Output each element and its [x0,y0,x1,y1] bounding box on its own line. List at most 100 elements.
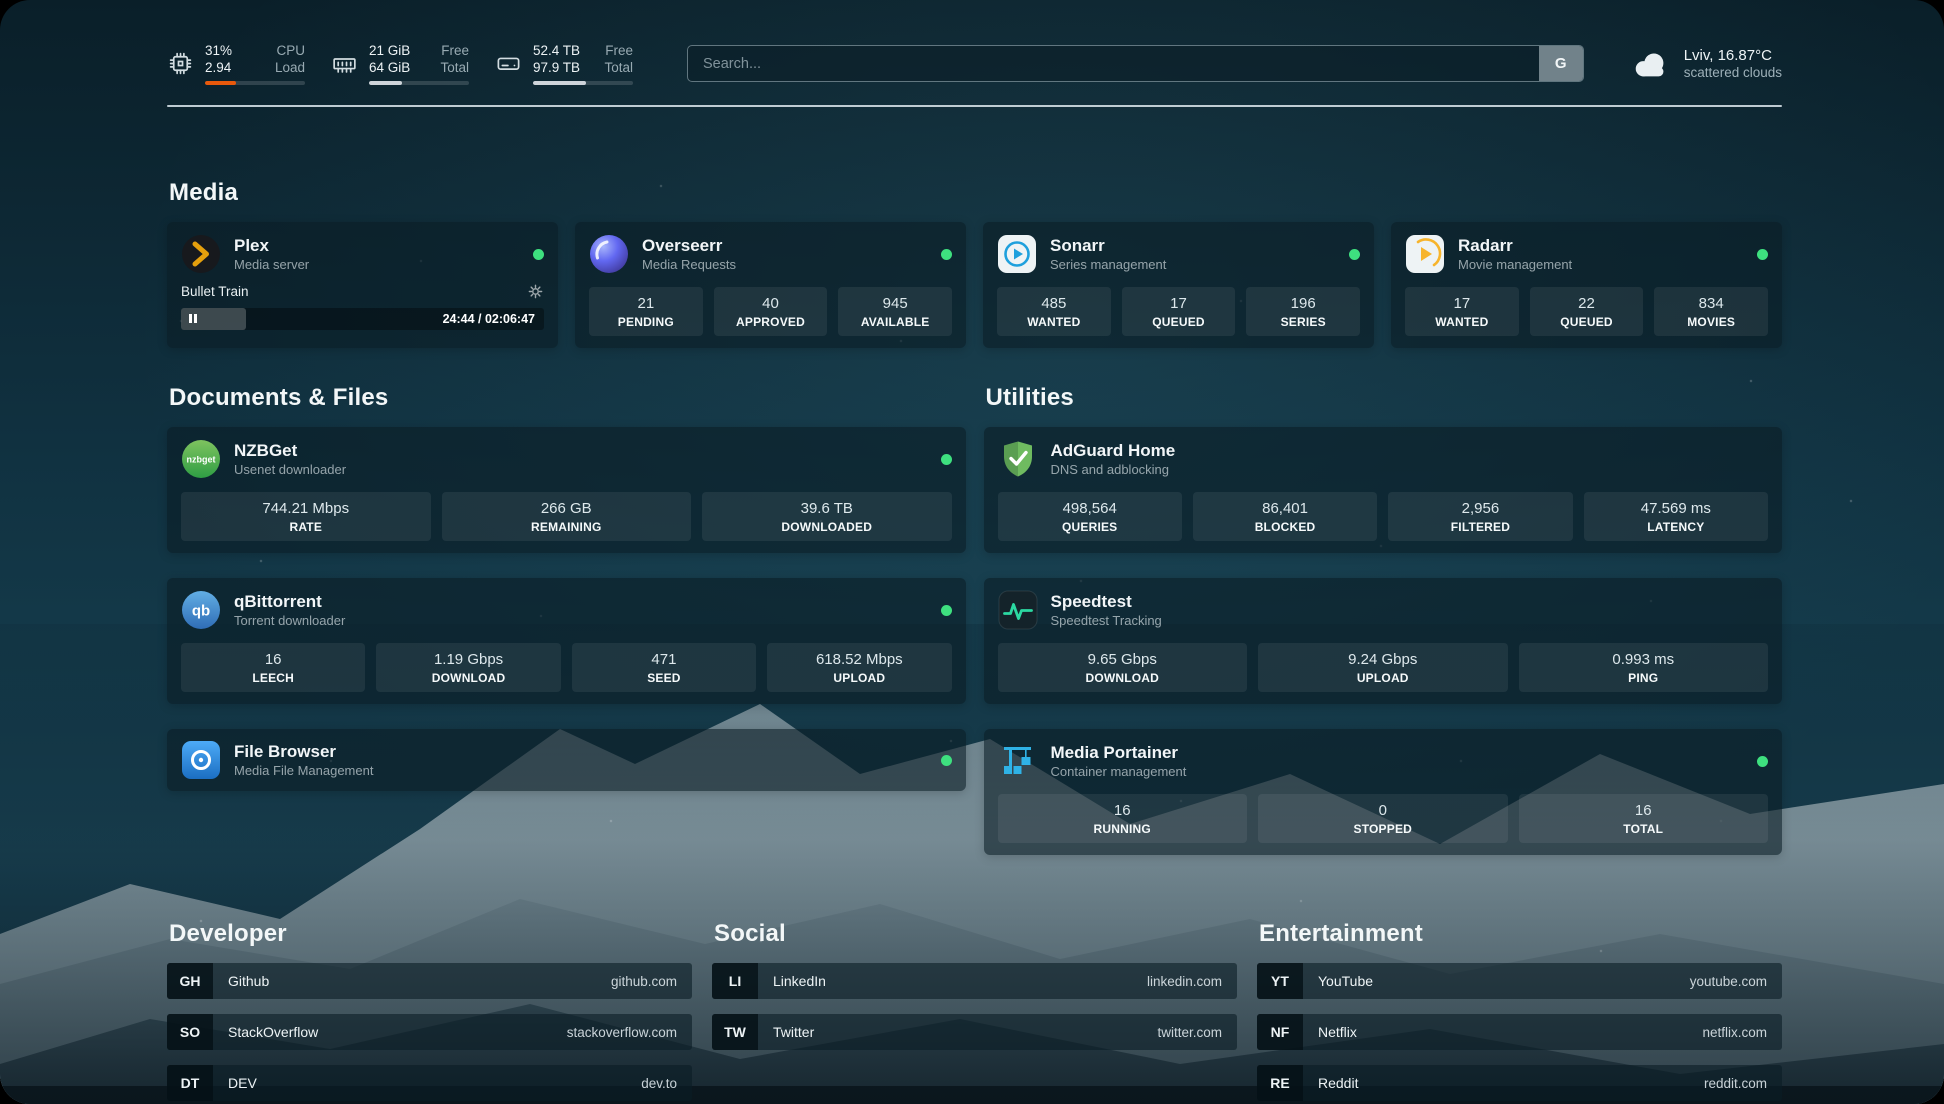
card-subtitle: Media server [234,257,520,273]
bookmark-label: Github [228,973,269,989]
pause-icon [189,310,199,328]
card-title: AdGuard Home [1051,440,1769,461]
adguard-card[interactable]: AdGuard Home DNS and adblocking 498,564Q… [984,427,1783,553]
cpu-label: CPU [276,42,305,59]
social-column: Social LI LinkedIn linkedin.com TW Twitt… [712,920,1237,1104]
memory-total-label: Total [440,59,469,76]
utilities-column: Utilities AdGuard Home DNS and adblockin… [984,384,1783,880]
stat-series: 196SERIES [1246,287,1360,336]
bookmarks-section: Developer GH Github github.com SO StackO… [167,920,1782,1104]
documents-heading: Documents & Files [169,384,966,412]
nzbget-icon: nzbget [181,439,221,479]
card-title: qBittorrent [234,591,928,612]
bookmark-abbr: YT [1257,963,1303,999]
now-playing-title: Bullet Train [181,284,249,299]
bookmark-url: stackoverflow.com [567,1025,677,1040]
radarr-icon [1405,234,1445,274]
plex-card[interactable]: Plex Media server Bullet Train [167,222,558,348]
status-dot [941,249,952,260]
status-dot [533,249,544,260]
bookmark-dev[interactable]: DT DEV dev.to [167,1065,692,1101]
entertainment-column: Entertainment YT YouTube youtube.com NF … [1257,920,1782,1104]
disk-total: 97.9 TB [533,59,580,76]
bookmark-stackoverflow[interactable]: SO StackOverflow stackoverflow.com [167,1014,692,1050]
filebrowser-card[interactable]: File Browser Media File Management [167,729,966,791]
bookmark-abbr: LI [712,963,758,999]
filebrowser-icon [181,740,221,780]
bookmark-github[interactable]: GH Github github.com [167,963,692,999]
search-engine-button[interactable]: G [1539,46,1583,81]
bookmark-abbr: DT [167,1065,213,1101]
qbittorrent-card[interactable]: qb qBittorrent Torrent downloader 16LEEC… [167,578,966,704]
bookmark-abbr: NF [1257,1014,1303,1050]
weather-widget: Lviv, 16.87°C scattered clouds [1630,47,1782,80]
gear-icon[interactable] [527,283,544,300]
bookmark-reddit[interactable]: RE Reddit reddit.com [1257,1065,1782,1101]
stat-rate: 744.21 MbpsRATE [181,492,431,541]
portainer-icon [998,741,1038,781]
card-subtitle: Container management [1051,764,1745,780]
card-title: File Browser [234,741,928,762]
card-title: Plex [234,235,520,256]
card-subtitle: Media File Management [234,763,928,779]
cpu-usage-bar [205,81,305,85]
developer-column: Developer GH Github github.com SO StackO… [167,920,692,1104]
overseerr-icon [589,234,629,274]
stat-pending: 21PENDING [589,287,703,336]
stat-latency: 47.569 msLATENCY [1584,492,1768,541]
stat-leech: 16LEECH [181,643,365,692]
cpu-stat: 31%CPU 2.94Load [167,42,305,85]
stat-download: 9.65 GbpsDOWNLOAD [998,643,1248,692]
playback-time: 24:44 / 02:06:47 [443,308,535,330]
bookmark-twitter[interactable]: TW Twitter twitter.com [712,1014,1237,1050]
bookmark-url: reddit.com [1704,1076,1767,1091]
bookmark-label: Twitter [773,1024,814,1040]
memory-free: 21 GiB [369,42,410,59]
sonarr-card[interactable]: Sonarr Series management 485WANTED 17QUE… [983,222,1374,348]
card-subtitle: Movie management [1458,257,1744,273]
bookmark-netflix[interactable]: NF Netflix netflix.com [1257,1014,1782,1050]
stat-ping: 0.993 msPING [1519,643,1769,692]
portainer-card[interactable]: Media Portainer Container management 16R… [984,729,1783,855]
search-input[interactable] [688,46,1539,81]
speedtest-card[interactable]: Speedtest Speedtest Tracking 9.65 GbpsDO… [984,578,1783,704]
disk-usage-bar [533,81,633,85]
radarr-card[interactable]: Radarr Movie management 17WANTED 22QUEUE… [1391,222,1782,348]
qbittorrent-icon: qb [181,590,221,630]
bookmark-label: Reddit [1318,1075,1358,1091]
card-title: NZBGet [234,440,928,461]
stat-movies: 834MOVIES [1654,287,1768,336]
bookmark-url: github.com [611,974,677,989]
memory-usage-bar [369,81,469,85]
ram-icon [331,50,358,77]
stat-blocked: 86,401BLOCKED [1193,492,1377,541]
stat-filtered: 2,956FILTERED [1388,492,1572,541]
svg-text:nzbget: nzbget [187,455,216,465]
memory-free-label: Free [441,42,469,59]
nzbget-card[interactable]: nzbget NZBGet Usenet downloader 744.21 M… [167,427,966,553]
bookmark-label: LinkedIn [773,973,826,989]
stat-wanted: 485WANTED [997,287,1111,336]
card-title: Sonarr [1050,235,1336,256]
stat-total: 16TOTAL [1519,794,1769,843]
stat-queued: 17QUEUED [1122,287,1236,336]
stat-upload: 9.24 GbpsUPLOAD [1258,643,1508,692]
bookmark-label: Netflix [1318,1024,1357,1040]
status-dot [941,454,952,465]
cpu-load: 2.94 [205,59,231,76]
dashboard-window: 31%CPU 2.94Load 21 GiBFree 64 GiBTotal 5… [0,0,1944,1104]
bookmark-label: YouTube [1318,973,1373,989]
bookmark-youtube[interactable]: YT YouTube youtube.com [1257,963,1782,999]
status-dot [1757,249,1768,260]
overseerr-card[interactable]: Overseerr Media Requests 21PENDING 40APP… [575,222,966,348]
card-title: Media Portainer [1051,742,1745,763]
card-subtitle: Series management [1050,257,1336,273]
disk-icon [495,50,522,77]
social-heading: Social [714,920,1237,948]
memory-stat: 21 GiBFree 64 GiBTotal [331,42,469,85]
media-section: Media Plex Media server Bullet [167,179,1782,348]
bookmark-linkedin[interactable]: LI LinkedIn linkedin.com [712,963,1237,999]
media-heading: Media [169,179,1782,207]
disk-free-label: Free [605,42,633,59]
card-title: Radarr [1458,235,1744,256]
